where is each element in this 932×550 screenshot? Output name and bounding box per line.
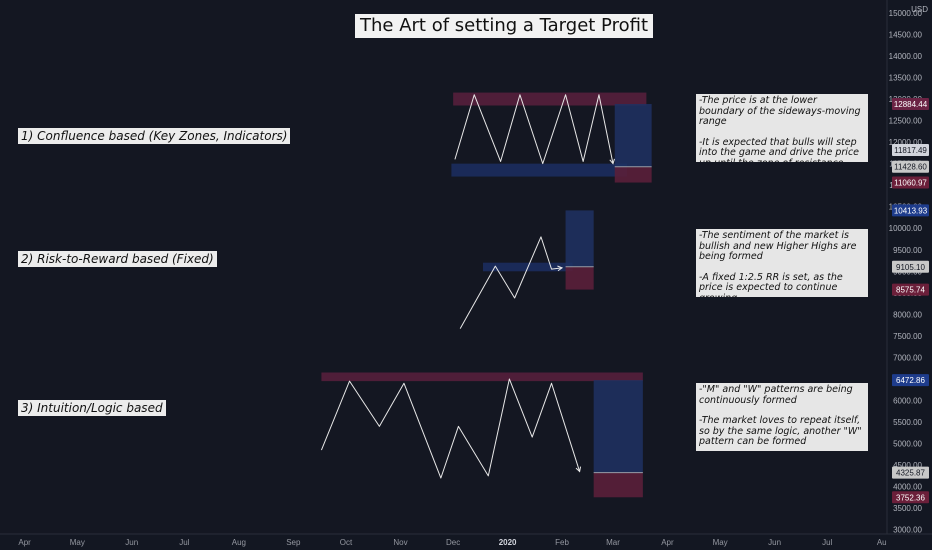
y-tick-label: 9500.00 [893, 246, 922, 255]
x-tick-label: May [713, 538, 728, 547]
price-tag-1 [892, 98, 929, 111]
x-tick-label: Jun [768, 538, 781, 547]
section-2-note-line-2: -A fixed 1:2.5 RR is set, as the price i… [699, 271, 843, 297]
support-zone-1 [451, 163, 628, 177]
price-tags-layer: 12884.44 11817.49 11428.60 11060.97 10413.93… [892, 98, 929, 504]
section-3-note: -"M" and "W" patterns are being continuo… [696, 383, 868, 451]
price-tag-9 [892, 466, 929, 479]
section-2-note-line-1: -The sentiment of the market is bullish … [699, 230, 857, 262]
long-position-1-stop-area [614, 166, 652, 183]
x-tick-label: Oct [340, 538, 353, 547]
y-tick-label: 10000.00 [889, 224, 923, 233]
section-3-label: 3) Intuition/Logic based [18, 400, 166, 416]
section-1-note-line-1: -The price is at the lower boundary of t… [699, 95, 861, 127]
long-position-3-target-area [593, 380, 643, 473]
y-tick-label: 3000.00 [893, 526, 922, 535]
price-tag-10-text: 3752.36 [896, 493, 925, 502]
y-tick-label: 12000.00 [889, 138, 923, 147]
price-path-1 [454, 94, 614, 165]
price-tag-2 [892, 143, 929, 156]
price-tag-5 [892, 204, 929, 217]
price-tag-6 [892, 260, 929, 273]
price-tag-3 [892, 160, 929, 173]
section-2-note: -The sentiment of the market is bullish … [696, 229, 868, 297]
time-axis-background [0, 534, 932, 550]
section-3-note-line-1: -"M" and "W" patterns are being continuo… [699, 384, 853, 406]
x-tick-label: Au [877, 538, 887, 547]
price-axis-background [887, 0, 932, 550]
price-path-3 [320, 378, 581, 479]
section-1-note: -The price is at the lower boundary of t… [696, 94, 868, 162]
x-tick-label: Jul [179, 538, 189, 547]
x-tick-label: 2020 [499, 538, 517, 547]
price-tag-9-text: 4325.87 [896, 469, 925, 478]
y-tick-label: 5500.00 [893, 418, 922, 427]
price-tag-7 [892, 283, 929, 296]
x-tick-label: Aug [232, 538, 246, 547]
x-tick-label: Apr [18, 538, 31, 547]
long-position-1-target-area [614, 104, 652, 167]
long-position-2-target-area [565, 210, 594, 267]
price-path-2-arrowhead [557, 265, 564, 272]
price-tag-6-text: 9105.10 [896, 263, 925, 272]
price-tag-4-text: 11060.97 [894, 179, 927, 188]
price-tag-10 [892, 491, 929, 504]
y-tick-label: 3500.00 [893, 504, 922, 513]
section-2-label: 2) Risk-to-Reward based (Fixed) [18, 251, 217, 267]
positions-layer [565, 104, 652, 498]
time-axis[interactable]: Apr May Jun Jul Aug Sep Oct Nov Dec 2020 Feb Mar Apr… [0, 533, 932, 550]
price-tag-8-text: 6472.86 [896, 376, 925, 385]
y-tick-label: 7000.00 [893, 353, 922, 362]
series-layer [320, 94, 615, 479]
currency-label: USD [911, 5, 928, 14]
x-tick-label: Dec [446, 538, 460, 547]
x-tick-label: Jun [125, 538, 138, 547]
y-tick-label: 4000.00 [893, 483, 922, 492]
x-tick-label: Jul [822, 538, 832, 547]
x-tick-label: Apr [661, 538, 674, 547]
y-tick-label: 7500.00 [893, 332, 922, 341]
price-path-1-arrowhead [609, 158, 615, 165]
y-tick-label: 8000.00 [893, 310, 922, 319]
y-tick-label: 6000.00 [893, 397, 922, 406]
x-tick-label: Mar [606, 538, 620, 547]
x-tick-label: Nov [393, 538, 407, 547]
chart-title: The Art of setting a Target Profit [355, 14, 653, 38]
price-tag-2-text: 11817.49 [894, 146, 927, 155]
section-1-label: 1) Confluence based (Key Zones, Indicato… [18, 128, 291, 144]
section-1-note-line-2: -It is expected that bulls will step int… [699, 136, 860, 162]
section-3-note-line-2: -The market loves to repeat itself, so b… [699, 415, 862, 447]
y-tick-label: 13500.00 [889, 74, 923, 83]
zones-layer [321, 92, 647, 382]
price-tag-5-text: 10413.93 [894, 206, 928, 215]
long-position-3-stop-area [593, 472, 643, 498]
x-tick-label: Feb [555, 538, 569, 547]
y-tick-label: 14000.00 [889, 52, 923, 61]
y-tick-label: 15000.00 [889, 9, 923, 18]
price-tag-7-text: 8575.74 [896, 286, 925, 295]
y-tick-label: 12500.00 [889, 117, 923, 126]
resistance-zone-3 [321, 372, 643, 382]
x-tick-label: Sep [286, 538, 301, 547]
long-position-2-stop-area [565, 266, 594, 290]
price-tag-1-text: 12884.44 [894, 100, 928, 109]
x-tick-label: May [70, 538, 85, 547]
resistance-zone-1 [453, 92, 647, 106]
price-axis[interactable]: USD 15000.0014500.0014000.0013500.001300… [886, 0, 932, 550]
price-path-2 [459, 236, 563, 329]
price-tag-4 [892, 176, 929, 189]
y-tick-label: 5000.00 [893, 440, 922, 449]
price-tag-3-text: 11428.60 [894, 163, 927, 172]
price-path-3-arrowhead [575, 466, 582, 473]
price-tag-8 [892, 374, 929, 387]
y-tick-label: 4500.00 [893, 461, 922, 470]
y-tick-label: 14500.00 [889, 30, 923, 39]
